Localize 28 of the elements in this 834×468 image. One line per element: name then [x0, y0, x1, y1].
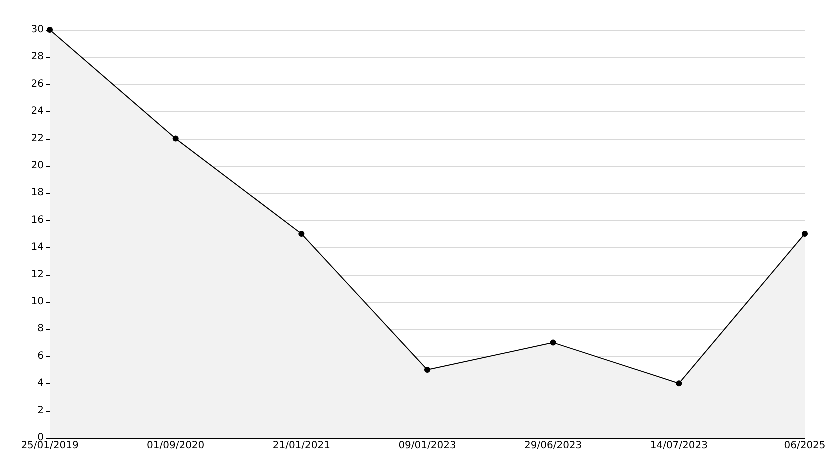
y-tick-label: 4	[38, 378, 44, 390]
point	[424, 367, 430, 373]
y-tick-label: 22	[31, 133, 44, 144]
y-tick-label: 16	[31, 214, 44, 226]
x-tick-label: 25/01/2019	[21, 440, 79, 452]
y-tick-label: 24	[31, 106, 44, 118]
point	[550, 340, 556, 346]
y-tick-label: 20	[31, 160, 44, 172]
y-tick-label: 12	[31, 269, 44, 280]
x-tick-label: 09/01/2023	[398, 440, 456, 452]
point	[172, 136, 179, 142]
y-tick-label: 18	[31, 188, 44, 199]
x-tick-label: 14/07/2023	[650, 440, 708, 452]
point	[676, 380, 682, 387]
y-tick-label: 6	[38, 350, 44, 362]
y-tick-label: 10	[31, 296, 44, 308]
x-tick-label: 01/09/2020	[147, 440, 205, 452]
x-tick-label: 29/06/2023	[524, 440, 582, 452]
point	[802, 231, 808, 237]
y-tick-label: 28	[31, 52, 44, 63]
point	[298, 231, 305, 237]
y-tick-label: 14	[31, 242, 44, 254]
y-tick-label: 8	[38, 324, 44, 335]
y-tick-label: 26	[31, 78, 44, 90]
x-tick-label: 21/01/2021	[272, 440, 330, 452]
y-tick-label: 2	[38, 405, 44, 416]
x-tick-label: 06/2025	[784, 440, 826, 452]
y-tick-label: 30	[31, 24, 44, 36]
